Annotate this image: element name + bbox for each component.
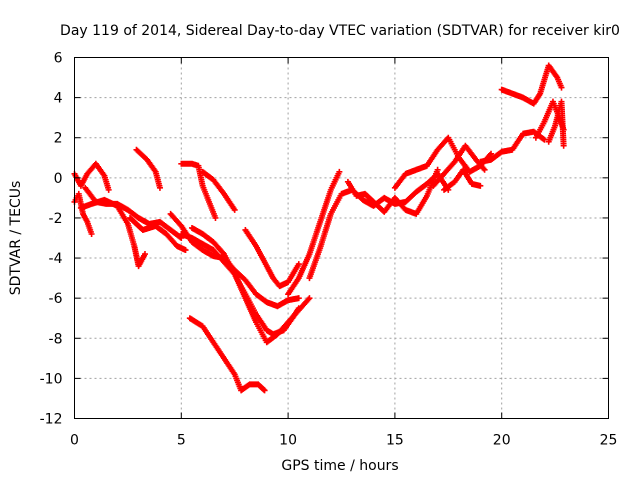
x-tick-label: 5 bbox=[177, 433, 186, 449]
y-tick-label: -2 bbox=[49, 211, 63, 227]
series-markers bbox=[77, 196, 148, 270]
y-tick-label: -10 bbox=[40, 371, 63, 387]
y-axis-label: SDTVAR / TECUs bbox=[8, 181, 24, 296]
series-arc-9 bbox=[188, 224, 313, 346]
series-arc-5 bbox=[127, 214, 189, 254]
grid-layer bbox=[74, 57, 609, 419]
series-arc-12 bbox=[186, 315, 268, 394]
y-tick-label: -12 bbox=[40, 412, 63, 428]
series-arc-3 bbox=[82, 184, 185, 241]
series-markers bbox=[498, 62, 565, 107]
series-arc-14 bbox=[285, 168, 343, 298]
series-markers bbox=[441, 166, 484, 193]
plot-frame bbox=[74, 57, 609, 419]
series-arc-16 bbox=[344, 166, 441, 217]
series-layer bbox=[71, 62, 567, 394]
series-markers bbox=[199, 168, 238, 213]
series-markers bbox=[344, 166, 441, 217]
x-tick-label: 15 bbox=[386, 433, 404, 449]
series-arc-13 bbox=[242, 226, 302, 290]
x-tick-label: 20 bbox=[493, 433, 511, 449]
series-arc-18 bbox=[430, 142, 488, 189]
y-tick-label: 6 bbox=[54, 51, 63, 67]
x-axis-label: GPS time / hours bbox=[281, 458, 398, 474]
series-arc-6 bbox=[133, 146, 163, 191]
series-arc-19 bbox=[441, 166, 484, 193]
y-tick-label: -8 bbox=[49, 331, 63, 347]
y-tick-label: 2 bbox=[54, 131, 63, 147]
series-arc-4 bbox=[77, 196, 148, 270]
series-arc-10 bbox=[178, 160, 219, 221]
series-markers bbox=[188, 224, 313, 346]
x-tick-label: 25 bbox=[600, 433, 618, 449]
series-markers bbox=[545, 98, 567, 149]
series-markers bbox=[186, 315, 268, 394]
x-tick-label: 10 bbox=[279, 433, 297, 449]
series-arc-11 bbox=[199, 168, 238, 213]
series-arc-21 bbox=[498, 62, 565, 107]
series-markers bbox=[71, 160, 112, 193]
series-arc-7 bbox=[167, 210, 302, 310]
series-arc-23 bbox=[545, 98, 567, 149]
chart-title: Day 119 of 2014, Sidereal Day-to-day VTE… bbox=[60, 23, 620, 39]
series-markers bbox=[167, 210, 302, 310]
series-markers bbox=[430, 142, 488, 189]
x-tick-label: 0 bbox=[70, 433, 79, 449]
series-markers bbox=[242, 226, 302, 290]
y-tick-label: -6 bbox=[49, 291, 63, 307]
series-markers bbox=[133, 146, 163, 191]
series-markers bbox=[178, 160, 219, 221]
series-markers bbox=[82, 184, 185, 241]
series-markers bbox=[285, 168, 343, 298]
tick-layer: 0 5 10 15 20 25 -12 -10 -8 -6 -4 -2 0 2 4 6 bbox=[40, 51, 618, 449]
y-tick-label: -4 bbox=[49, 251, 63, 267]
series-arc-1 bbox=[71, 160, 112, 193]
series-markers bbox=[127, 214, 189, 254]
y-tick-label: 0 bbox=[54, 171, 63, 187]
y-tick-label: 4 bbox=[54, 91, 63, 107]
